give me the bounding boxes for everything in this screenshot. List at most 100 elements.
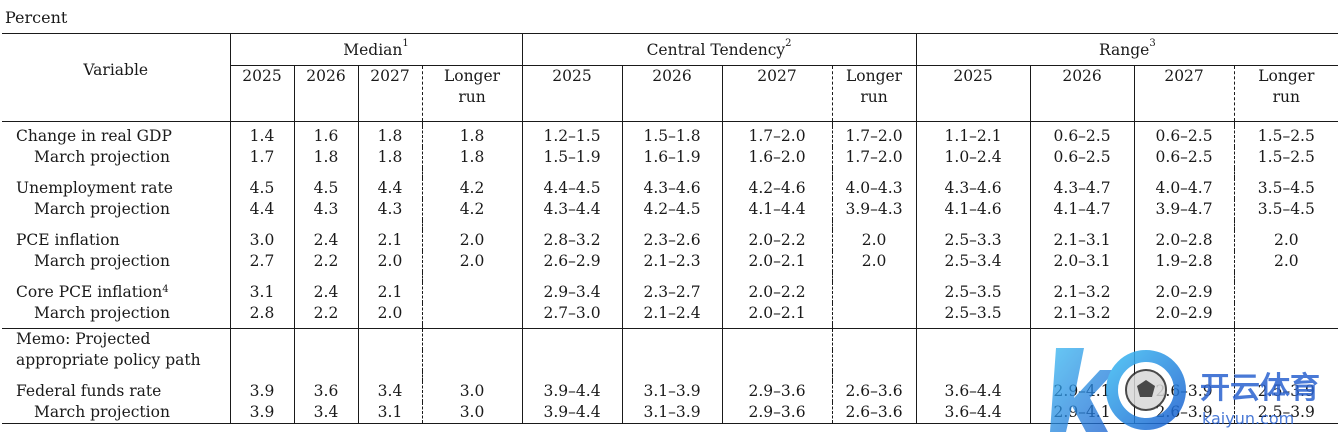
table-cell: 2.6–3.6	[831, 381, 917, 402]
row-label: March projection	[2, 402, 230, 424]
table-cell: 0.6–2.5	[1133, 126, 1235, 147]
memo-label: appropriate policy path	[16, 351, 201, 369]
table-cell: 3.6–4.4	[915, 402, 1031, 424]
table-cell: 2.0	[1233, 230, 1339, 251]
watermark-site: kaiyun.com	[1202, 409, 1294, 428]
table-cell: 1.6	[293, 126, 358, 147]
year-header: 2025	[521, 65, 623, 122]
table-cell: 2.6–3.6	[831, 402, 917, 424]
table-cell: 2.0	[421, 251, 523, 272]
table-cell: 2.1–2.4	[621, 303, 723, 324]
table-cell: 3.1–3.9	[621, 381, 723, 402]
year-header: 2026	[1029, 65, 1135, 122]
table-cell: 2.1–3.1	[1029, 230, 1135, 251]
row-label: Federal funds rate	[16, 382, 162, 400]
table-cell: 2.0–2.9	[1133, 303, 1235, 324]
table-cell: 2.8	[229, 303, 294, 324]
table-cell: 1.5–1.8	[621, 126, 723, 147]
table-cell: 3.5–4.5	[1233, 178, 1339, 199]
table-cell: 4.1–4.6	[915, 199, 1031, 220]
table-cell: 1.6–2.0	[721, 147, 833, 168]
year-header: 2025	[229, 65, 294, 122]
table-cell: 4.4	[229, 199, 294, 220]
table-cell: 4.2–4.5	[621, 199, 723, 220]
row-label: March projection	[34, 304, 170, 322]
table-cell: 2.2	[293, 303, 358, 324]
table-cell: 1.6–1.9	[621, 147, 723, 168]
table-cell: 4.1–4.4	[721, 199, 833, 220]
table-cell: 1.9–2.8	[1133, 251, 1235, 272]
table-cell: 2.1–2.3	[621, 251, 723, 272]
table-cell: 2.1	[357, 230, 422, 251]
table-cell	[1233, 303, 1339, 324]
year-header: 2026	[621, 65, 723, 122]
unit-label: Percent	[5, 8, 68, 27]
table-cell: 2.5–3.3	[915, 230, 1031, 251]
table-cell: 4.2	[421, 178, 523, 199]
table-cell: 3.0	[229, 230, 294, 251]
table-cell	[421, 303, 523, 324]
median-header: Median1	[229, 33, 523, 66]
variable-header: Variable	[2, 33, 230, 122]
table-cell: 2.9–3.6	[721, 402, 833, 424]
table-cell: 0.6–2.5	[1133, 147, 1235, 168]
table-cell: 4.0–4.3	[831, 178, 917, 199]
table-cell: 3.1	[229, 282, 294, 303]
table-cell: 4.3–4.7	[1029, 178, 1135, 199]
table-cell: 3.9–4.4	[521, 381, 623, 402]
table-cell: 1.8	[421, 147, 523, 168]
table-cell: 2.9–3.4	[521, 282, 623, 303]
table-cell: 3.6	[293, 381, 358, 402]
row-label: Core PCE inflation4	[16, 283, 169, 301]
table-cell: 1.7–2.0	[831, 147, 917, 168]
table-cell	[831, 282, 917, 303]
longer-run-header: Longer run	[421, 65, 523, 122]
table-cell: 2.9–3.6	[721, 381, 833, 402]
table-row: PCE inflation 3.0 2.4 2.1 2.0 2.8–3.2 2.3–2.6 2…	[2, 230, 1339, 251]
table-cell	[1233, 282, 1339, 303]
longer-run-header: Longer run	[1233, 65, 1339, 122]
table-cell: 0.6–2.5	[1029, 126, 1135, 147]
table-cell: 3.4	[357, 381, 422, 402]
table-cell: 2.8–3.2	[521, 230, 623, 251]
table-cell: 2.5–3.4	[915, 251, 1031, 272]
row-label: Change in real GDP	[16, 127, 172, 145]
table-cell: 4.4	[357, 178, 422, 199]
table-cell: 1.8	[357, 147, 422, 168]
year-header-row: 2025 2026 2027 Longer run 2025 2026 2027 Longer r…	[2, 65, 1339, 122]
table-cell: 1.8	[293, 147, 358, 168]
row-label: March projection	[34, 148, 170, 166]
table-cell: 2.5–3.5	[915, 282, 1031, 303]
table-cell: 2.0–2.8	[1133, 230, 1235, 251]
table-cell: 2.3–2.6	[621, 230, 723, 251]
table-cell: 2.4	[293, 230, 358, 251]
table-cell: 3.9–4.4	[521, 402, 623, 424]
table-cell: 2.0–3.1	[1029, 251, 1135, 272]
table-cell: 2.0	[1233, 251, 1339, 272]
table-cell: 2.0	[357, 303, 422, 324]
table-cell: 1.8	[421, 126, 523, 147]
table-cell: 4.0–4.7	[1133, 178, 1235, 199]
table-cell: 3.9	[229, 402, 294, 424]
table-cell: 4.3–4.6	[621, 178, 723, 199]
table-cell: 4.2	[421, 199, 523, 220]
table-cell: 4.2–4.6	[721, 178, 833, 199]
row-label: Unemployment rate	[16, 179, 173, 197]
table-cell: 1.0–2.4	[915, 147, 1031, 168]
table-cell: 2.5–3.9	[1233, 402, 1339, 424]
row-label: PCE inflation	[16, 231, 120, 249]
table-cell: 2.4	[293, 282, 358, 303]
watermark-name: 开云体育	[1200, 371, 1320, 406]
table-row: March projection 2.8 2.2 2.0 2.7–3.0 2.1–2.4 2…	[2, 303, 1339, 324]
table-cell: 2.0–2.2	[721, 282, 833, 303]
table-cell: 3.9–4.7	[1133, 199, 1235, 220]
memo-label: Memo: Projected	[16, 330, 151, 348]
table-row: March projection 4.4 4.3 4.3 4.2 4.3–4.4 4.2–4…	[2, 199, 1339, 220]
table-cell: 2.0–2.1	[721, 251, 833, 272]
table-cell: 0.6–2.5	[1029, 147, 1135, 168]
longer-run-header: Longer run	[831, 65, 917, 122]
central-tendency-header: Central Tendency2	[521, 33, 917, 66]
row-label: March projection	[34, 200, 170, 218]
table-cell: 2.0–2.9	[1133, 282, 1235, 303]
table-cell: 3.1	[357, 402, 422, 424]
